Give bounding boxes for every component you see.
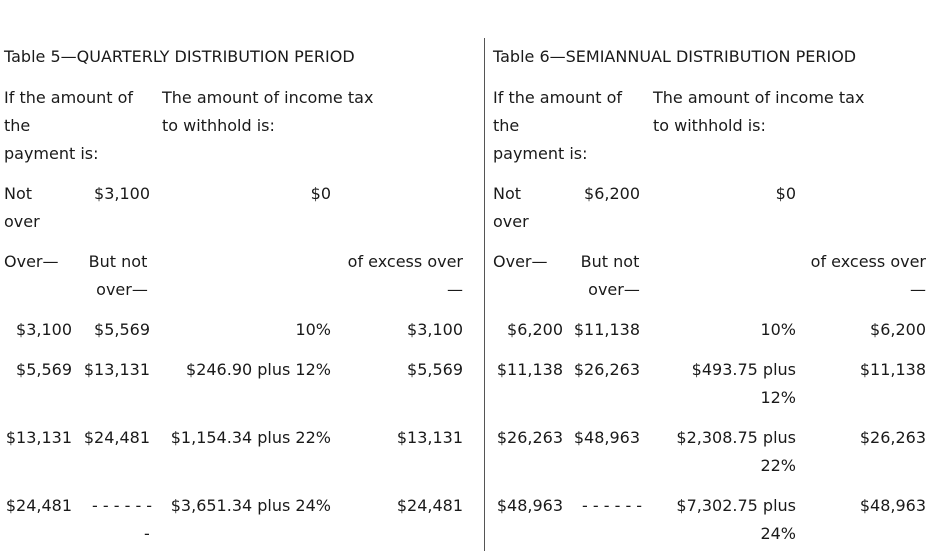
row-tax-line-2: 22% <box>760 456 796 475</box>
col-header-excess-line-2: — <box>910 280 926 299</box>
row-tax: $246.90 plus 12% <box>186 360 331 379</box>
header-amount-line-2: the <box>493 116 520 135</box>
row-but-not-over: $5,569 <box>94 320 150 339</box>
header-amount-line-2: the <box>4 116 31 135</box>
col-header-over: Over— <box>493 252 548 271</box>
row-excess-over: $48,963 <box>859 496 926 515</box>
row-tax-line-1: $493.75 plus <box>691 360 796 379</box>
row-over: $5,569 <box>16 360 72 379</box>
col-header-but-not-line-2: over— <box>588 280 640 299</box>
not-over-label-line-2: over <box>493 212 529 231</box>
header-tax-line-1: The amount of income tax <box>653 88 865 107</box>
header-amount-line-1: If the amount of <box>4 88 134 107</box>
row-tax-line-2: 24% <box>760 524 796 543</box>
row-tax-line-1: $7,302.75 plus <box>676 496 796 515</box>
table-quarterly: Table 5—QUARTERLY DISTRIBUTION PERIOD If… <box>4 47 463 543</box>
row-over: $26,263 <box>496 428 563 447</box>
table-divider <box>484 38 485 551</box>
header-amount-line-3: payment is: <box>493 144 588 163</box>
row-tax-line-1: $2,308.75 plus <box>676 428 796 447</box>
table-title: Table 6—SEMIANNUAL DISTRIBUTION PERIOD <box>493 47 857 66</box>
row-over: $11,138 <box>496 360 563 379</box>
table-semiannual: Table 6—SEMIANNUAL DISTRIBUTION PERIOD I… <box>486 0 930 551</box>
table-title: Table 5—QUARTERLY DISTRIBUTION PERIOD <box>4 47 355 66</box>
row-over: $48,963 <box>496 496 563 515</box>
row-tax: $1,154.34 plus 22% <box>170 428 331 447</box>
col-header-excess-line-1: of excess over <box>810 252 926 271</box>
row-tax-line-2: 12% <box>760 388 796 407</box>
row-excess-over: $3,100 <box>407 320 463 339</box>
col-header-over: Over— <box>4 252 59 271</box>
row-but-not-over-dash-wrap: - <box>144 524 150 543</box>
row-but-not-over-dashes: - - - - - - <box>582 496 643 515</box>
row-over: $3,100 <box>16 320 72 339</box>
row-over: $24,481 <box>5 496 72 515</box>
not-over-value: $3,100 <box>94 184 150 203</box>
not-over-tax: $0 <box>310 184 331 203</box>
row-but-not-over: $26,263 <box>573 360 640 379</box>
col-header-excess-line-2: — <box>447 280 463 299</box>
col-header-but-not-line-1: But not <box>88 252 148 271</box>
row-tax: $3,651.34 plus 24% <box>170 496 331 515</box>
row-excess-over: $13,131 <box>396 428 463 447</box>
row-tax: 10% <box>295 320 331 339</box>
row-excess-over: $24,481 <box>396 496 463 515</box>
col-header-excess-line-1: of excess over <box>347 252 463 271</box>
row-but-not-over: $24,481 <box>83 428 150 447</box>
header-amount-line-1: If the amount of <box>493 88 623 107</box>
not-over-tax: $0 <box>775 184 796 203</box>
row-excess-over: $5,569 <box>407 360 463 379</box>
header-amount-line-3: payment is: <box>4 144 99 163</box>
header-tax-line-2: to withhold is: <box>162 116 275 135</box>
header-tax-line-2: to withhold is: <box>653 116 766 135</box>
not-over-label-line-1: Not <box>4 184 33 203</box>
row-but-not-over: $48,963 <box>573 428 640 447</box>
row-but-not-over: $13,131 <box>83 360 150 379</box>
not-over-label-line-1: Not <box>493 184 522 203</box>
row-excess-over: $6,200 <box>870 320 926 339</box>
header-tax-line-1: The amount of income tax <box>162 88 374 107</box>
row-but-not-over-dashes: - - - - - - <box>92 496 153 515</box>
col-header-but-not-line-1: But not <box>580 252 640 271</box>
row-excess-over: $26,263 <box>859 428 926 447</box>
row-tax: 10% <box>760 320 796 339</box>
row-but-not-over: $11,138 <box>573 320 640 339</box>
row-excess-over: $11,138 <box>859 360 926 379</box>
col-header-but-not-line-2: over— <box>96 280 148 299</box>
not-over-value: $6,200 <box>584 184 640 203</box>
row-over: $6,200 <box>507 320 563 339</box>
not-over-label-line-2: over <box>4 212 40 231</box>
row-over: $13,131 <box>5 428 72 447</box>
